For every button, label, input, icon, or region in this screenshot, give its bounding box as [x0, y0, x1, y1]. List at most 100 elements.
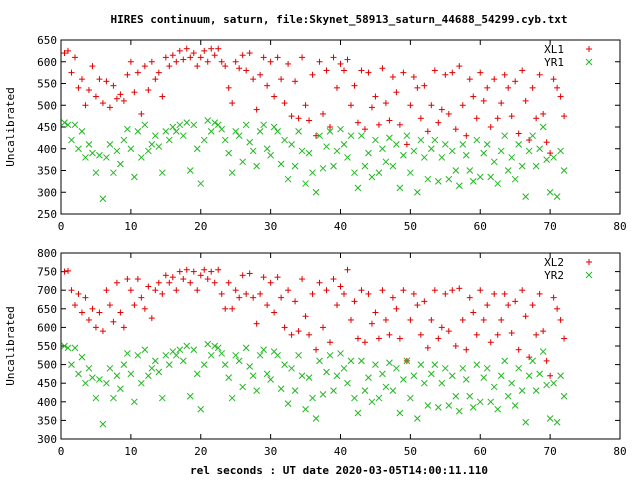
- point-yr2: [218, 350, 226, 357]
- point-xl2: [211, 279, 218, 286]
- point-yr1: [172, 127, 180, 135]
- point-xl1: [347, 102, 354, 109]
- point-xl2: [187, 279, 194, 286]
- point-xl2: [554, 305, 561, 312]
- point-xl2: [113, 279, 120, 286]
- point-yr1: [434, 178, 442, 185]
- y-tick-label: 550: [37, 340, 57, 353]
- point-xl2: [246, 270, 253, 277]
- x-tick-label: 60: [474, 220, 487, 233]
- point-xl2: [183, 266, 190, 273]
- x-tick-label: 20: [194, 220, 207, 233]
- point-xl1: [459, 102, 466, 109]
- point-xl2: [323, 287, 330, 294]
- bottom-chart-legend: XL2 YR2: [544, 256, 593, 282]
- point-yr2: [85, 364, 93, 372]
- point-xl2: [190, 268, 197, 275]
- point-xl2: [393, 305, 400, 312]
- point-yr2: [78, 353, 86, 361]
- point-yr2: [106, 364, 114, 372]
- point-yr1: [462, 151, 470, 159]
- point-yr2: [138, 379, 145, 387]
- legend-marker-yr2: [585, 271, 593, 279]
- point-xl2: [382, 316, 389, 323]
- point-xl1: [302, 102, 309, 109]
- point-yr2: [204, 340, 212, 348]
- point-yr1: [312, 188, 320, 196]
- point-yr2: [483, 364, 491, 372]
- top-y-axis-label: Uncalibrated: [4, 87, 17, 166]
- point-yr1: [138, 154, 145, 161]
- point-yr1: [445, 175, 453, 183]
- point-xl2: [162, 272, 169, 279]
- point-yr1: [382, 158, 390, 166]
- point-xl2: [347, 316, 354, 323]
- point-yr1: [302, 180, 309, 187]
- point-xl1: [131, 89, 138, 96]
- point-xl1: [285, 60, 292, 67]
- point-xl2: [445, 328, 452, 335]
- point-yr2: [103, 379, 110, 387]
- point-xl1: [463, 132, 470, 139]
- point-yr2: [211, 342, 219, 350]
- point-xl1: [113, 95, 120, 102]
- point-xl2: [334, 302, 341, 309]
- point-yr2: [131, 398, 138, 406]
- point-xl2: [340, 290, 347, 297]
- point-yr1: [242, 121, 250, 129]
- point-xl1: [330, 54, 337, 61]
- point-yr1: [340, 141, 348, 148]
- point-xl1: [173, 58, 180, 65]
- point-xl2: [400, 287, 407, 294]
- point-xl1: [187, 54, 194, 61]
- point-xl1: [498, 100, 505, 107]
- point-xl1: [117, 91, 124, 98]
- point-xl1: [368, 104, 375, 111]
- point-yr1: [431, 136, 439, 144]
- point-yr2: [445, 402, 453, 409]
- point-xl2: [442, 290, 449, 297]
- point-yr2: [365, 374, 372, 381]
- point-yr2: [557, 372, 564, 380]
- point-xl2: [159, 290, 166, 297]
- point-xl2: [515, 346, 522, 353]
- point-xl1: [417, 115, 424, 122]
- point-yr1: [96, 151, 103, 159]
- point-xl2: [431, 287, 438, 294]
- point-yr1: [298, 147, 306, 155]
- point-yr1: [288, 141, 295, 148]
- point-xl2: [354, 335, 361, 342]
- point-xl1: [438, 106, 445, 113]
- point-yr2: [487, 398, 495, 406]
- point-yr1: [427, 145, 435, 153]
- point-yr1: [393, 141, 400, 148]
- point-xl2: [316, 279, 323, 286]
- legend-label-yr2: YR2: [544, 269, 564, 282]
- y-tick-label: 350: [37, 165, 57, 178]
- x-tick-label: 80: [613, 445, 626, 458]
- point-yr1: [420, 154, 428, 161]
- point-xl2: [547, 372, 554, 379]
- point-yr1: [354, 184, 362, 192]
- legend-label-yr1: YR1: [544, 56, 564, 69]
- point-yr2: [64, 344, 72, 352]
- point-yr2: [260, 346, 267, 354]
- point-xl1: [194, 63, 201, 70]
- point-xl1: [215, 45, 222, 52]
- point-xl1: [204, 58, 211, 65]
- point-yr2: [340, 364, 348, 372]
- point-xl2: [103, 287, 110, 294]
- point-yr2: [522, 418, 530, 426]
- point-yr2: [235, 357, 243, 365]
- point-xl2: [320, 324, 327, 331]
- point-xl2: [145, 283, 152, 290]
- point-xl2: [176, 268, 183, 275]
- point-xl1: [540, 110, 547, 117]
- point-yr2: [165, 361, 173, 368]
- point-xl1: [253, 106, 260, 113]
- point-xl1: [138, 110, 145, 117]
- point-xl2: [288, 331, 295, 338]
- point-xl1: [424, 128, 431, 135]
- y-tick-label: 800: [37, 247, 57, 260]
- point-xl2: [491, 290, 498, 297]
